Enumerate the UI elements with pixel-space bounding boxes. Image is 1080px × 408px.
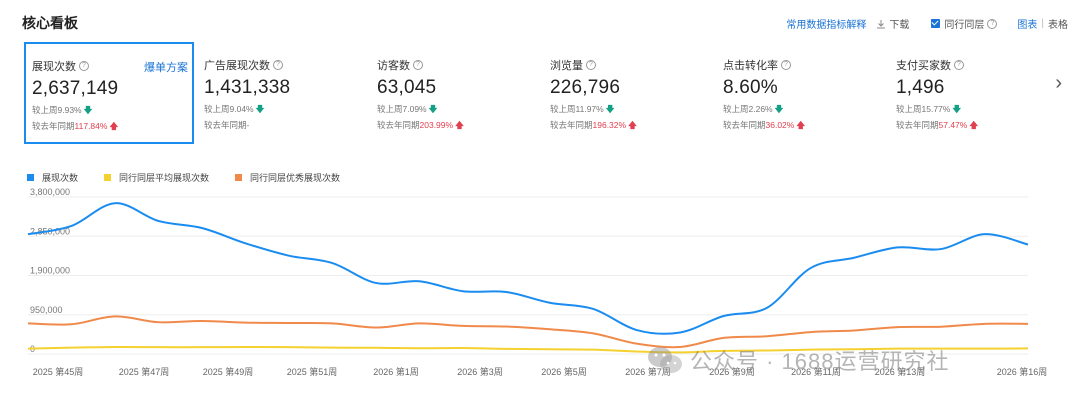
peer-checkbox[interactable] xyxy=(931,19,941,28)
x-tick-label: 2026 第7周 xyxy=(625,366,671,377)
help-icon[interactable]: ? xyxy=(79,61,89,71)
metric-label: 点击转化率 xyxy=(723,60,778,72)
legend-item[interactable]: 同行同层优秀展现次数 xyxy=(235,171,340,184)
x-tick-label: 2026 第5周 xyxy=(541,366,587,377)
legend-swatch xyxy=(27,174,34,181)
metric-value: 63,045 xyxy=(377,77,437,98)
metric-value: 1,431,338 xyxy=(204,77,291,98)
dashboard-header: 核心看板 常用数据指标解释 下载 同行同层 ? 图表 | 表格 xyxy=(0,0,1080,40)
arrow-up-icon: 🡅 xyxy=(796,120,806,130)
download-icon[interactable] xyxy=(876,19,886,29)
line-chart: 3,800,0002,850,0001,900,000950,00002025 … xyxy=(27,187,1048,377)
metric-yoy: 较去年同期203.99% 🡅 xyxy=(377,120,464,130)
metric-card[interactable]: 广告展现次数? 1,431,338 较上周9.04% 🡇 较去年同期- xyxy=(196,42,366,144)
series-line[interactable] xyxy=(27,315,1029,349)
metric-wow: 较上周15.77% 🡇 xyxy=(896,104,962,114)
legend-swatch xyxy=(235,174,243,181)
x-tick-label: 2026 第11周 xyxy=(791,366,841,377)
legend-item[interactable]: 同行同层平均展现次数 xyxy=(104,171,209,184)
y-tick-label: 3,800,000 xyxy=(30,187,70,197)
help-icon[interactable]: ? xyxy=(586,60,596,70)
help-icon[interactable]: ? xyxy=(273,60,283,70)
metric-wow: 较上周7.09% 🡇 xyxy=(377,104,438,114)
arrow-up-icon: 🡅 xyxy=(455,120,464,130)
legend-swatch xyxy=(104,174,112,181)
legend-label: 同行同层平均展现次数 xyxy=(119,173,210,183)
wechat-icon xyxy=(648,347,682,373)
x-tick-label: 2026 第3周 xyxy=(457,366,503,377)
header-actions: 常用数据指标解释 下载 同行同层 ? 图表 | 表格 xyxy=(786,16,1068,31)
x-tick-label: 2026 第9周 xyxy=(709,366,755,377)
arrow-down-icon: 🡇 xyxy=(774,104,784,114)
metric-label: 支付买家数 xyxy=(896,60,951,72)
metric-label: 访客数 xyxy=(377,60,410,72)
help-icon[interactable]: ? xyxy=(954,60,964,70)
metric-explanation-link[interactable]: 常用数据指标解释 xyxy=(786,20,867,31)
chart-legend: 展现次数 同行同层平均展现次数 同行同层优秀展现次数 xyxy=(27,171,366,184)
help-icon[interactable]: ? xyxy=(413,60,423,70)
metric-value: 8.60% xyxy=(723,77,778,98)
chart-view-button[interactable]: 图表 xyxy=(1017,20,1038,31)
help-icon[interactable]: ? xyxy=(987,18,998,29)
metric-yoy: 较去年同期57.47% 🡅 xyxy=(896,120,979,130)
download-button[interactable]: 下载 xyxy=(889,20,910,31)
x-tick-label: 2026 第16周 xyxy=(997,366,1048,377)
metric-value: 1,496 xyxy=(896,77,945,98)
arrow-up-icon: 🡅 xyxy=(969,120,979,130)
metric-yoy: 较去年同期- xyxy=(204,120,250,130)
metric-card[interactable]: 支付买家数? 1,496 较上周15.77% 🡇 较去年同期57.47% 🡅 xyxy=(888,42,1048,144)
help-icon[interactable]: ? xyxy=(781,60,791,70)
arrow-down-icon: 🡇 xyxy=(952,104,962,114)
arrow-up-icon: 🡅 xyxy=(109,121,119,131)
metric-label: 广告展现次数 xyxy=(204,60,270,72)
arrow-down-icon: 🡇 xyxy=(605,104,615,114)
legend-item[interactable]: 展现次数 xyxy=(27,171,78,184)
metric-value: 2,637,149 xyxy=(32,78,119,99)
metric-card[interactable]: 点击转化率? 8.60% 较上周2.26% 🡇 较去年同期36.02% 🡅 xyxy=(715,42,885,144)
metric-wow: 较上周11.97% 🡇 xyxy=(550,104,615,114)
metric-card[interactable]: 访客数? 63,045 较上周7.09% 🡇 较去年同期203.99% 🡅 xyxy=(369,42,539,144)
metric-wow: 较上周9.04% 🡇 xyxy=(204,104,265,114)
metric-cards: 展现次数? 2,637,149 较上周9.93% 🡇 较去年同期117.84% 🡅 爆单方案… xyxy=(24,42,1064,144)
legend-label: 展现次数 xyxy=(42,173,79,183)
y-tick-label: 950,000 xyxy=(30,305,63,315)
metric-card[interactable]: 展现次数? 2,637,149 较上周9.93% 🡇 较去年同期117.84% 🡅 爆单方案 xyxy=(24,42,194,144)
view-toggle: 图表 | 表格 xyxy=(1017,18,1068,31)
metric-label: 浏览量 xyxy=(550,60,583,72)
x-tick-label: 2025 第51周 xyxy=(287,366,338,377)
arrow-down-icon: 🡇 xyxy=(428,104,438,114)
page-title: 核心看板 xyxy=(22,15,78,31)
x-tick-label: 2026 第1周 xyxy=(373,366,419,377)
watermark-text: 公众号 · 1688运营研究社 xyxy=(690,349,950,374)
metric-value: 226,796 xyxy=(550,77,621,98)
series-line[interactable] xyxy=(27,202,1029,335)
metric-yoy: 较去年同期196.32% 🡅 xyxy=(550,120,637,130)
x-tick-label: 2025 第45周 xyxy=(33,366,84,377)
metric-wow: 较上周9.93% 🡇 xyxy=(32,105,93,115)
watermark: 公众号 · 1688运营研究社 xyxy=(646,344,950,376)
metric-yoy: 较去年同期117.84% 🡅 xyxy=(32,121,119,131)
metric-label: 展现次数 xyxy=(32,61,76,73)
metric-wow: 较上周2.26% 🡇 xyxy=(723,104,784,114)
explosive-plan-link[interactable]: 爆单方案 xyxy=(144,62,188,74)
x-tick-label: 2026 第13周 xyxy=(875,366,926,377)
series-line[interactable] xyxy=(27,345,1029,354)
arrow-down-icon: 🡇 xyxy=(255,104,265,114)
y-tick-label: 1,900,000 xyxy=(30,266,70,276)
legend-label: 同行同层优秀展现次数 xyxy=(250,173,341,183)
arrow-up-icon: 🡅 xyxy=(628,120,637,130)
peer-toggle-label: 同行同层 xyxy=(944,20,985,31)
x-tick-label: 2025 第47周 xyxy=(119,366,170,377)
arrow-down-icon: 🡇 xyxy=(83,105,93,115)
metric-yoy: 较去年同期36.02% 🡅 xyxy=(723,120,806,130)
metric-card[interactable]: 浏览量? 226,796 较上周11.97% 🡇 较去年同期196.32% 🡅 xyxy=(542,42,712,144)
table-view-button[interactable]: 表格 xyxy=(1048,20,1068,31)
next-arrow-icon[interactable]: › xyxy=(1055,72,1062,94)
x-tick-label: 2025 第49周 xyxy=(203,366,254,377)
